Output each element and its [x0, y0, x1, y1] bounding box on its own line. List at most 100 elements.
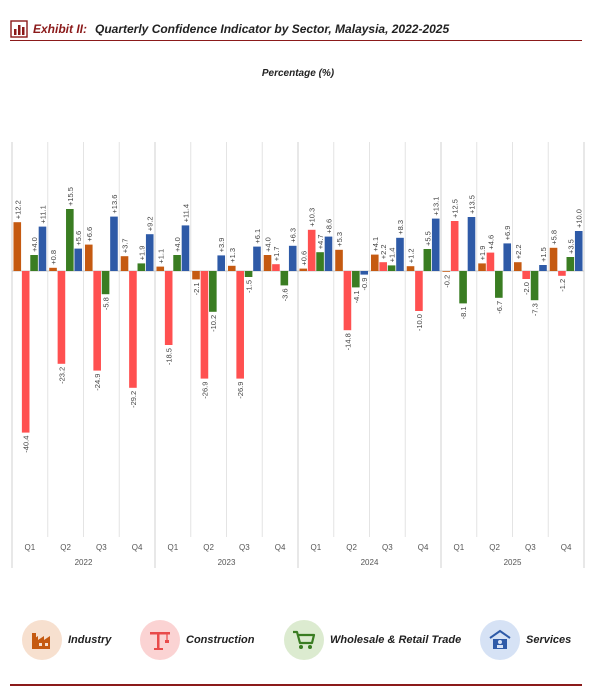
- bar: [324, 236, 333, 271]
- data-label: -10.2: [209, 315, 218, 332]
- year-label: 2025: [504, 558, 522, 567]
- quarter-tick-label: Q4: [132, 543, 143, 552]
- services-icon: [480, 620, 520, 660]
- data-label: +4.0: [173, 237, 182, 252]
- legend-label-construction: Construction: [186, 634, 255, 646]
- data-label: +0.6: [299, 251, 308, 266]
- data-label: +13.5: [467, 195, 476, 214]
- data-label: -18.5: [165, 348, 174, 365]
- data-label: +4.0: [264, 237, 273, 252]
- bar: [486, 252, 495, 271]
- exhibit-label: Exhibit II:: [33, 22, 87, 36]
- quarter-tick-label: Q2: [203, 543, 214, 552]
- bar-chart-icon: [10, 20, 28, 38]
- data-label: +1.2: [407, 248, 416, 263]
- bar: [38, 226, 47, 271]
- data-label: +2.2: [514, 244, 523, 259]
- data-label: -0.9: [360, 278, 369, 291]
- bar: [530, 271, 539, 301]
- bar: [236, 271, 244, 379]
- data-label: -10.0: [415, 314, 424, 331]
- data-label: +11.1: [38, 205, 47, 223]
- bar: [387, 265, 396, 271]
- data-label: +12.5: [451, 199, 460, 218]
- legend-label-wholesale-retail: Wholesale & Retail Trade: [330, 634, 462, 646]
- data-label: +1.1: [156, 249, 165, 264]
- quarter-tick-label: Q3: [239, 543, 250, 552]
- quarter-tick-label: Q1: [454, 543, 465, 552]
- bar: [49, 267, 57, 271]
- data-label: +1.9: [137, 246, 146, 261]
- bar: [110, 216, 118, 271]
- bar: [57, 271, 66, 364]
- bar: [431, 218, 440, 271]
- bar: [478, 263, 486, 271]
- bar: [164, 271, 173, 345]
- bar: [145, 234, 154, 271]
- bar: [343, 271, 352, 331]
- bar-chart: +12.2 +0.8 +6.6 +3.7 +1.1 -2.1 +1.3 +4.0 +0.6 +5.…: [11, 142, 585, 568]
- data-label: -23.2: [57, 367, 66, 384]
- chart-title: Quarterly Confidence Indicator by Sector…: [95, 22, 450, 36]
- bar: [181, 225, 190, 271]
- data-label: +4.1: [371, 237, 380, 252]
- bar: [156, 266, 165, 271]
- bar: [513, 262, 522, 271]
- legend-item-industry: Industry: [22, 620, 111, 660]
- bar: [209, 271, 217, 312]
- quarter-tick-label: Q4: [561, 543, 572, 552]
- bar: [244, 271, 253, 277]
- bar: [307, 229, 316, 271]
- data-label: +1.5: [539, 247, 548, 262]
- bar: [74, 248, 83, 271]
- bar: [566, 257, 575, 271]
- quarter-tick-label: Q1: [25, 543, 36, 552]
- data-label: -6.7: [495, 301, 504, 314]
- bar: [522, 271, 530, 279]
- bar: [227, 265, 236, 271]
- data-label: +11.4: [181, 204, 190, 222]
- data-label: -2.0: [522, 282, 531, 295]
- year-label: 2023: [218, 558, 236, 567]
- bar: [173, 255, 181, 271]
- data-label: +6.3: [289, 228, 298, 243]
- data-label: -26.9: [200, 382, 209, 399]
- data-label: +4.0: [30, 237, 39, 252]
- bar: [316, 252, 324, 271]
- data-label: -7.3: [531, 303, 540, 316]
- data-label: -5.8: [102, 297, 111, 310]
- chart-subtitle: Percentage (%): [261, 68, 335, 79]
- bar: [495, 271, 503, 298]
- bar: [503, 243, 512, 271]
- data-label: -0.2: [442, 275, 451, 288]
- data-label: +1.7: [272, 246, 281, 261]
- bar: [93, 271, 101, 371]
- data-label: +2.2: [379, 244, 388, 259]
- bar: [299, 268, 308, 271]
- legend-label-services: Services: [526, 634, 572, 646]
- bar: [30, 255, 38, 271]
- data-label: +13.6: [110, 195, 119, 214]
- bar: [66, 209, 74, 271]
- year-label: 2024: [361, 558, 379, 567]
- bar: [423, 249, 432, 271]
- legend-item-services: Services: [480, 620, 571, 660]
- data-label: +1.9: [478, 246, 487, 261]
- legend: Industry Construction Wholesale & Retail…: [0, 620, 596, 664]
- legend-item-construction: Construction: [140, 620, 254, 660]
- bar: [263, 255, 272, 271]
- bar: [253, 246, 261, 271]
- shopping-cart-icon: [284, 620, 324, 660]
- data-label: +5.5: [423, 231, 432, 246]
- bar: [415, 271, 423, 311]
- data-label: +5.8: [550, 230, 559, 245]
- quarter-tick-label: Q4: [418, 543, 429, 552]
- bar: [539, 265, 547, 271]
- quarter-tick-label: Q1: [311, 543, 322, 552]
- data-label: -24.9: [93, 374, 102, 391]
- data-label: -8.1: [459, 306, 468, 319]
- bar: [129, 271, 137, 388]
- data-label: +6.9: [503, 226, 512, 241]
- header-divider: [10, 40, 582, 41]
- quarter-tick-label: Q4: [275, 543, 286, 552]
